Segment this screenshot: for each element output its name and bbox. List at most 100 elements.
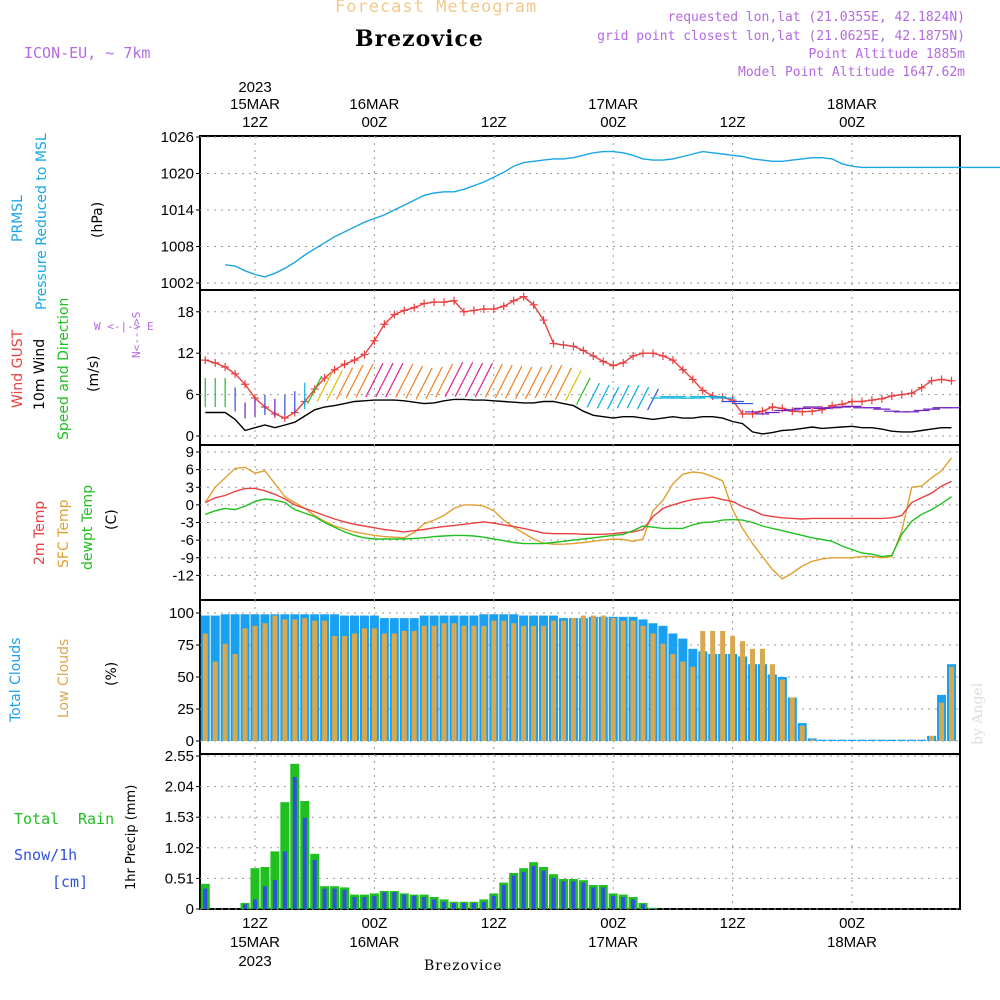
- snow-bar: [203, 888, 208, 909]
- gust-marker: [549, 339, 558, 348]
- low-cloud-bar: [371, 628, 377, 741]
- wind-arrow: [345, 364, 364, 399]
- time-top-date: 16MAR: [349, 96, 399, 113]
- gust-marker: [459, 307, 468, 316]
- low-cloud-bar: [750, 648, 755, 741]
- total-cloud-bar: [887, 739, 897, 741]
- low-cloud-bar: [650, 633, 656, 741]
- low-cloud-bar: [461, 625, 467, 741]
- dewpoint-line: [205, 496, 952, 558]
- ytick-label: 0: [186, 428, 194, 445]
- total-cloud-bar: [897, 739, 907, 741]
- gust-marker: [569, 342, 578, 351]
- time-top-hour: 12Z: [481, 114, 507, 131]
- ytick-label: 25: [177, 701, 194, 718]
- wind-arrow: [405, 365, 424, 399]
- gust-marker: [360, 350, 369, 359]
- precip-snow-label: Snow/1h: [14, 846, 78, 864]
- wind-arrow: [316, 372, 333, 402]
- gust-marker: [798, 407, 807, 416]
- gust-marker: [609, 361, 618, 370]
- meteogram-title: Forecast Meteogram: [335, 0, 538, 17]
- snow-bar: [422, 897, 427, 909]
- snow-bar: [362, 897, 367, 909]
- gust-marker: [211, 358, 220, 367]
- ytick-label: 1.02: [165, 840, 194, 857]
- snow-bar: [511, 875, 516, 909]
- snow-bar: [551, 877, 556, 909]
- ytick-label: 2.04: [165, 779, 194, 796]
- ytick-label: 1014: [161, 202, 194, 219]
- low-cloud-bar: [501, 620, 507, 741]
- wind-arrow: [565, 370, 582, 402]
- low-cloud-bar: [789, 697, 795, 741]
- total-cloud-bar: [877, 739, 887, 741]
- ytick-label: -3: [181, 515, 194, 532]
- low-cloud-bar: [670, 653, 676, 741]
- time-top-date: 15MAR: [230, 96, 280, 113]
- snow-bar: [382, 892, 387, 909]
- snow-bar: [342, 889, 347, 909]
- low-cloud-bar: [252, 625, 258, 741]
- low-cloud-bar: [431, 625, 437, 741]
- ytick-label: 1008: [161, 239, 194, 256]
- low-cloud-bar: [302, 618, 308, 741]
- gust-marker: [917, 383, 926, 392]
- ytick-label: 1020: [161, 166, 194, 183]
- low-cloud-bar: [600, 615, 606, 741]
- low-cloud-bar: [322, 620, 328, 741]
- total-cloud-bar: [857, 739, 867, 741]
- wind-arrow: [554, 367, 573, 400]
- snow-bar: [312, 859, 317, 909]
- low-cloud-bar: [232, 653, 238, 741]
- low-cloud-bar: [451, 623, 457, 741]
- gust-marker: [937, 375, 946, 384]
- snow-bar: [571, 881, 576, 909]
- gust-marker: [867, 396, 876, 405]
- wind-arrow: [576, 377, 591, 405]
- low-cloud-bar: [222, 643, 228, 741]
- footer-station: Brezovice: [424, 958, 503, 974]
- snow-bar: [491, 895, 496, 909]
- low-cloud-bar: [391, 633, 397, 741]
- gust-marker: [330, 365, 339, 374]
- time-top-hour: 12Z: [242, 114, 268, 131]
- snow-bar: [392, 892, 397, 909]
- low-cloud-bar: [441, 623, 447, 741]
- low-cloud-bar: [769, 664, 775, 741]
- model-altitude: Model Point Altitude 1647.62m: [738, 65, 965, 80]
- gust-marker: [768, 403, 777, 412]
- snow-bar: [322, 888, 327, 909]
- low-cloud-bar: [361, 628, 367, 741]
- snow-bar: [262, 886, 267, 909]
- gust-marker: [499, 302, 508, 311]
- ytick-label: 12: [177, 345, 194, 362]
- snow-bar: [332, 888, 337, 909]
- gust-marker: [728, 396, 737, 405]
- snow-bar: [581, 882, 586, 909]
- low-cloud-bar: [332, 636, 338, 741]
- gust-marker: [668, 356, 677, 365]
- gust-marker: [818, 405, 827, 414]
- low-cloud-bar: [352, 633, 357, 741]
- time-top-date: 18MAR: [827, 96, 877, 113]
- total-cloud-bar: [867, 739, 877, 741]
- gust-marker: [619, 358, 628, 367]
- ytick-label: 18: [177, 304, 194, 321]
- gust-marker: [440, 298, 449, 307]
- wind-arrow: [626, 384, 640, 409]
- wind-arrow: [375, 362, 394, 398]
- gust-marker: [509, 296, 518, 305]
- time-bottom-date: 18MAR: [827, 934, 877, 951]
- snow-bar: [641, 904, 646, 909]
- low-cloud-bar: [700, 630, 706, 741]
- gust-marker: [489, 305, 498, 314]
- sfc-temp-line: [204, 457, 953, 580]
- wind-arrow: [616, 384, 630, 409]
- gust-marker: [539, 316, 548, 325]
- low-cloud-bar: [799, 725, 805, 741]
- low-cloud-bar: [292, 619, 298, 741]
- low-cloud-bar: [740, 641, 746, 741]
- gust-marker: [649, 349, 657, 358]
- wind-arrow: [606, 386, 620, 410]
